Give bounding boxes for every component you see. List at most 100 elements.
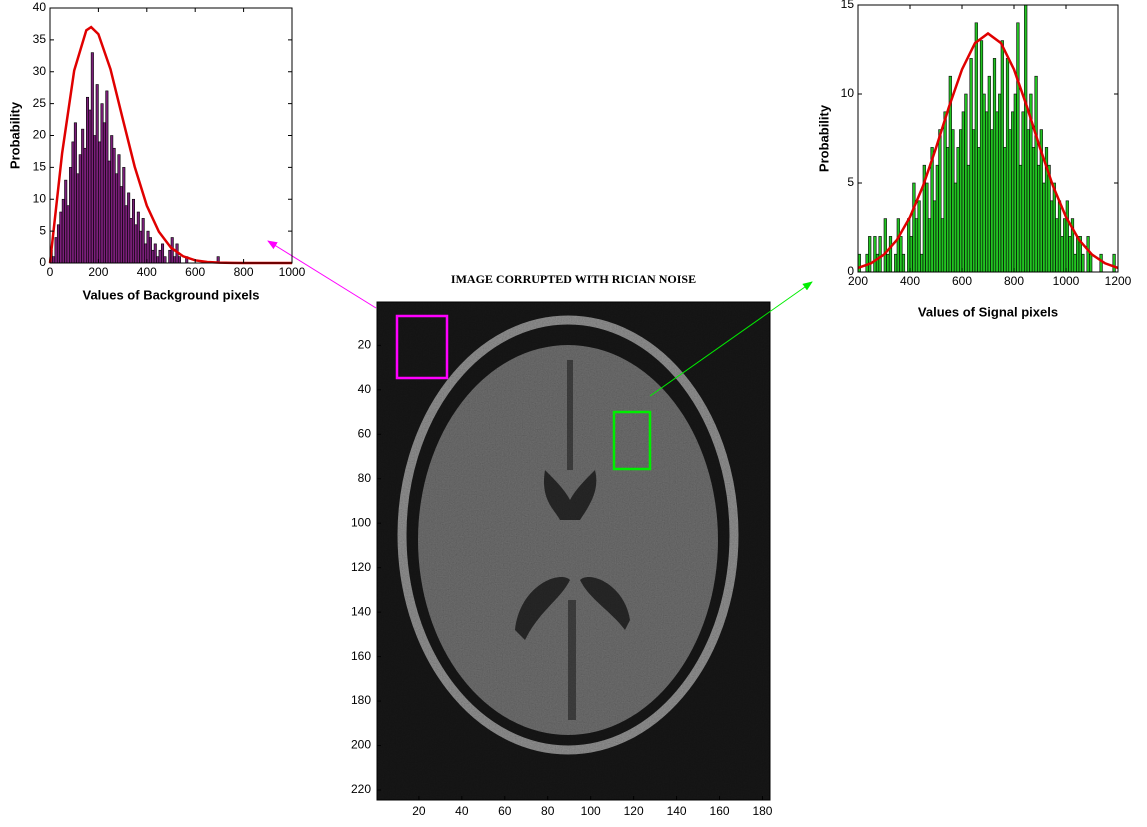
y-tick-label: 10 <box>841 86 855 100</box>
y-tick-label: 0 <box>847 264 854 278</box>
bar <box>965 94 968 272</box>
bar <box>1009 130 1012 272</box>
bar <box>1056 219 1059 272</box>
bar <box>962 112 965 272</box>
bar <box>1006 58 1009 272</box>
bar <box>967 165 970 272</box>
x-tick-label: 600 <box>185 265 205 279</box>
bar <box>79 155 81 263</box>
bar <box>1087 236 1090 272</box>
bar <box>147 231 149 263</box>
x-tick-label: 180 <box>752 804 772 818</box>
y-axis-label: Probability <box>816 104 831 172</box>
bar <box>113 148 115 263</box>
bar <box>94 136 96 264</box>
bar <box>55 238 57 264</box>
x-tick-label: 120 <box>624 804 644 818</box>
bar <box>164 257 166 263</box>
bar <box>879 236 882 272</box>
bar <box>1066 201 1069 272</box>
bar <box>125 206 127 263</box>
bar <box>74 123 76 263</box>
bar <box>72 142 74 263</box>
y-tick-label: 5 <box>847 175 854 189</box>
bar <box>89 110 91 263</box>
bar <box>957 147 960 272</box>
bar <box>996 112 999 272</box>
bar <box>1089 254 1092 272</box>
y-tick-label: 15 <box>841 0 855 11</box>
bar <box>101 104 103 263</box>
bar <box>140 231 142 263</box>
x-tick-label: 400 <box>900 274 920 288</box>
bar <box>156 257 158 263</box>
bar <box>915 219 918 272</box>
bar <box>978 147 981 272</box>
bar <box>936 165 939 272</box>
bar <box>98 142 100 263</box>
bar <box>84 148 86 263</box>
bar <box>152 250 154 263</box>
bar <box>1019 165 1022 272</box>
bar <box>149 238 151 264</box>
bar <box>952 130 955 272</box>
bar <box>985 112 988 272</box>
bar <box>1035 76 1038 272</box>
bar <box>1022 112 1025 272</box>
y-tick-label: 20 <box>33 128 47 142</box>
bar <box>1017 23 1020 272</box>
bar <box>1113 254 1116 272</box>
x-tick-label: 0 <box>47 265 54 279</box>
bar <box>1053 183 1056 272</box>
y-tick-label: 30 <box>33 64 47 78</box>
bar <box>1082 254 1085 272</box>
bar <box>96 85 98 264</box>
bar <box>62 199 64 263</box>
bar <box>972 130 975 272</box>
y-tick-label: 5 <box>39 223 46 237</box>
bar <box>135 225 137 263</box>
x-tick-label: 40 <box>455 804 469 818</box>
bar <box>1043 183 1046 272</box>
y-tick-label: 40 <box>358 382 372 396</box>
bar <box>1037 165 1040 272</box>
bar <box>931 147 934 272</box>
bar <box>115 174 117 263</box>
bar <box>111 136 113 264</box>
x-axis-label: Values of Background pixels <box>83 287 260 302</box>
x-tick-label: 1200 <box>1105 274 1132 288</box>
bar <box>1069 236 1072 272</box>
bar <box>1063 219 1066 272</box>
bar <box>920 254 923 272</box>
bar <box>913 183 916 272</box>
bar <box>1004 147 1007 272</box>
bar <box>933 201 936 272</box>
mri-image <box>377 302 770 800</box>
bar <box>91 53 93 263</box>
bar <box>980 41 983 272</box>
y-tick-label: 80 <box>358 471 372 485</box>
bar <box>1076 236 1079 272</box>
bar <box>81 129 83 263</box>
bar <box>884 219 887 272</box>
y-tick-label: 100 <box>351 515 371 529</box>
bar <box>159 250 161 263</box>
y-tick-label: 25 <box>33 96 47 110</box>
bar <box>944 112 947 272</box>
bar <box>142 218 144 263</box>
bar <box>998 94 1001 272</box>
bar <box>67 206 69 263</box>
bar <box>137 212 139 263</box>
bar <box>1027 130 1030 272</box>
y-tick-label: 160 <box>351 649 371 663</box>
bar <box>900 236 903 272</box>
bar <box>959 130 962 272</box>
y-tick-label: 20 <box>358 338 372 352</box>
y-tick-label: 220 <box>351 782 371 796</box>
bar <box>902 254 905 272</box>
bar <box>928 219 931 272</box>
bar <box>926 183 929 272</box>
bar <box>1058 201 1061 272</box>
bar <box>132 199 134 263</box>
bar <box>970 58 973 272</box>
